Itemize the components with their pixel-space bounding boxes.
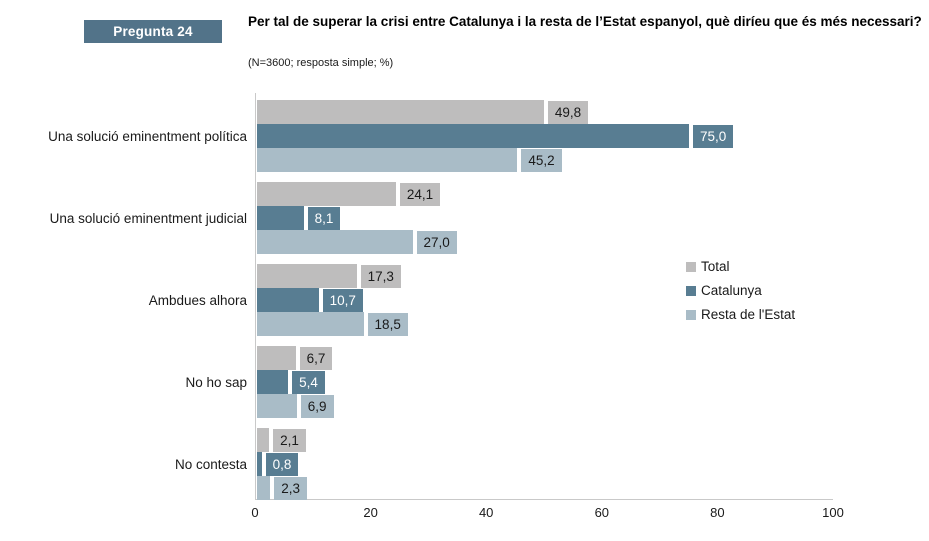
bar-resta-de-l-estat bbox=[257, 394, 297, 418]
chart-title: Per tal de superar la crisi entre Catalu… bbox=[248, 14, 922, 29]
chart-rows: Una solució eminentment política 49,8 75,0… bbox=[0, 93, 833, 500]
bar-row: 2,1 bbox=[257, 428, 833, 452]
bar-resta-de-l-estat bbox=[257, 476, 271, 500]
bar-catalunya bbox=[257, 206, 304, 230]
chart-legend: Total Catalunya Resta de l'Estat bbox=[686, 259, 795, 322]
bar-row: 8,1 bbox=[257, 206, 833, 230]
category-group-una-soluci-eminentment-judicial: Una solució eminentment judicial 24,1 8,1 2… bbox=[0, 182, 833, 254]
plot-axes bbox=[255, 93, 833, 500]
x-tick: 60 bbox=[594, 505, 610, 520]
bar-row: 75,0 bbox=[257, 124, 833, 148]
bar-catalunya bbox=[257, 288, 319, 312]
category-group-no-ho-sap: No ho sap 6,7 5,4 6,9 bbox=[0, 346, 833, 418]
bar-catalunya bbox=[257, 452, 262, 476]
x-tick: 100 bbox=[822, 505, 844, 520]
bar-row: 18,5 bbox=[257, 312, 833, 336]
bar-row: 6,7 bbox=[257, 346, 833, 370]
category-label: No ho sap bbox=[185, 374, 247, 390]
bar-row: 49,8 bbox=[257, 100, 833, 124]
legend-label-resta: Resta de l'Estat bbox=[701, 307, 796, 322]
bar-row: 2,3 bbox=[257, 476, 833, 500]
x-axis: 0 20 40 60 80 100 bbox=[251, 505, 843, 523]
value-label-catalunya: 75,0 bbox=[693, 124, 734, 148]
legend-label-total: Total bbox=[701, 259, 730, 274]
bar-resta-de-l-estat bbox=[257, 148, 518, 172]
bar-catalunya bbox=[257, 370, 289, 394]
bar-row: 5,4 bbox=[257, 370, 833, 394]
category-label: No contesta bbox=[174, 456, 247, 472]
value-label-resta-de-l-estat: 2,3 bbox=[274, 476, 308, 500]
category-label: Una solució eminentment judicial bbox=[49, 210, 247, 226]
bar-chart: Una solució eminentment política 49,8 75,0… bbox=[0, 93, 844, 533]
bar-resta-de-l-estat bbox=[257, 312, 364, 336]
x-tick: 0 bbox=[251, 505, 259, 520]
value-label-resta-de-l-estat: 27,0 bbox=[416, 230, 457, 254]
group-bars: 49,8 75,0 45,2 bbox=[257, 100, 833, 172]
legend-item-catalunya: Catalunya bbox=[686, 283, 795, 298]
bar-catalunya bbox=[257, 124, 689, 148]
bar-row: 6,9 bbox=[257, 394, 833, 418]
bar-row: 10,7 bbox=[257, 288, 833, 312]
legend-swatch-total bbox=[686, 261, 696, 272]
value-label-total: 49,8 bbox=[547, 100, 589, 124]
value-label-total: 24,1 bbox=[399, 182, 441, 206]
bar-total bbox=[257, 100, 544, 124]
chart-subtitle: (N=3600; resposta simple; %) bbox=[248, 57, 394, 69]
group-bars: 24,1 8,1 27,0 bbox=[257, 182, 833, 254]
value-label-total: 2,1 bbox=[273, 428, 306, 452]
bar-total bbox=[257, 182, 396, 206]
question-badge: Pregunta 24 bbox=[84, 20, 222, 43]
value-label-total: 17,3 bbox=[360, 264, 401, 288]
legend-item-total: Total bbox=[686, 259, 795, 274]
bar-total bbox=[257, 428, 270, 452]
category-label: Ambdues alhora bbox=[148, 292, 247, 308]
group-bars: 2,1 0,8 2,3 bbox=[257, 428, 833, 500]
bar-row: 45,2 bbox=[257, 148, 833, 172]
value-label-catalunya: 10,7 bbox=[322, 288, 363, 312]
x-tick: 80 bbox=[710, 505, 725, 520]
value-label-resta-de-l-estat: 18,5 bbox=[367, 312, 408, 336]
bar-row: 0,8 bbox=[257, 452, 833, 476]
group-bars: 17,3 10,7 18,5 bbox=[257, 264, 833, 336]
group-bars: 6,7 5,4 6,9 bbox=[257, 346, 833, 418]
legend-swatch-resta bbox=[686, 309, 696, 320]
x-tick: 40 bbox=[478, 505, 494, 520]
legend-item-resta: Resta de l'Estat bbox=[686, 307, 795, 322]
value-label-catalunya: 8,1 bbox=[307, 206, 341, 230]
value-label-resta-de-l-estat: 45,2 bbox=[521, 148, 562, 172]
value-label-catalunya: 0,8 bbox=[265, 452, 299, 476]
bar-resta-de-l-estat bbox=[257, 230, 413, 254]
bar-row: 17,3 bbox=[257, 264, 833, 288]
value-label-resta-de-l-estat: 6,9 bbox=[300, 394, 334, 418]
bar-total bbox=[257, 264, 357, 288]
category-group-no-contesta: No contesta 2,1 0,8 2,3 bbox=[0, 428, 833, 500]
legend-swatch-catalunya bbox=[686, 285, 696, 296]
bar-row: 27,0 bbox=[257, 230, 833, 254]
x-tick: 20 bbox=[363, 505, 378, 520]
category-label: Una solució eminentment política bbox=[48, 128, 247, 144]
value-label-catalunya: 5,4 bbox=[292, 370, 325, 394]
bar-row: 24,1 bbox=[257, 182, 833, 206]
bar-total bbox=[257, 346, 296, 370]
legend-label-catalunya: Catalunya bbox=[701, 283, 762, 298]
category-group-una-soluci-eminentment-pol-tica: Una solució eminentment política 49,8 75,0… bbox=[0, 100, 833, 172]
category-group-ambdues-alhora: Ambdues alhora 17,3 10,7 18,5 bbox=[0, 264, 833, 336]
value-label-total: 6,7 bbox=[299, 346, 333, 370]
